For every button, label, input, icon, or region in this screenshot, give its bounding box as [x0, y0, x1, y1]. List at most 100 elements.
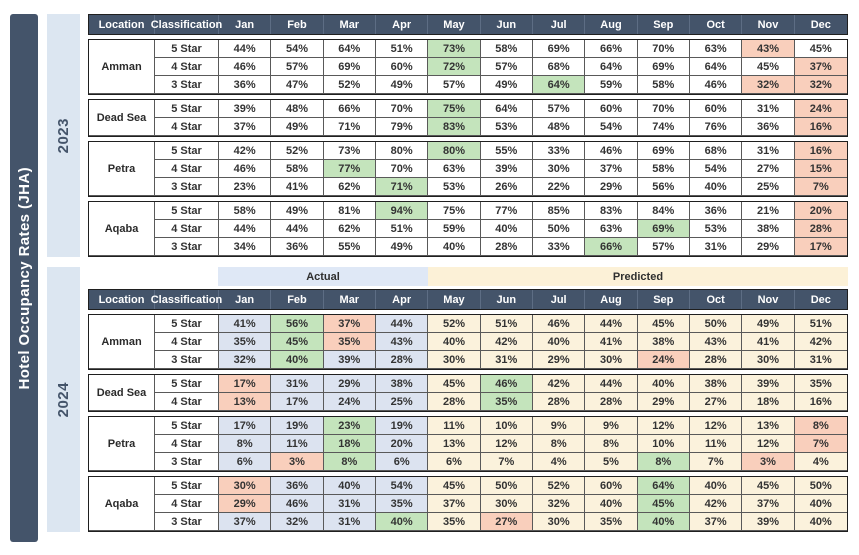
occupancy-cell: 62% — [323, 178, 376, 196]
occupancy-cell: 12% — [637, 417, 690, 435]
occupancy-cell: 50% — [689, 315, 743, 333]
classification-cell: 5 Star — [155, 375, 219, 393]
occupancy-cell: 79% — [375, 118, 429, 136]
occupancy-cell: 58% — [637, 160, 690, 178]
occupancy-cell: 33% — [532, 142, 586, 160]
occupancy-cell: 44% — [271, 220, 324, 238]
occupancy-cell: 55% — [323, 238, 376, 256]
occupancy-cell: 35% — [219, 333, 272, 351]
occupancy-cell: 31% — [480, 351, 533, 369]
section-2023: 2023 Location Classification Jan Feb Mar Apr M… — [47, 14, 848, 257]
occupancy-cell: 37% — [428, 495, 481, 513]
occupancy-cell: 37% — [742, 495, 795, 513]
occupancy-cell: 47% — [271, 76, 324, 94]
occupancy-cell: 39% — [219, 100, 272, 118]
occupancy-cell: 22% — [532, 178, 586, 196]
occupancy-cell: 11% — [689, 435, 743, 453]
occupancy-cell: 37% — [323, 315, 376, 333]
occupancy-cell: 49% — [271, 118, 324, 136]
occupancy-cell: 38% — [742, 220, 795, 238]
column-header-month: Dec — [810, 18, 831, 31]
occupancy-cell: 43% — [375, 333, 429, 351]
occupancy-cell: 41% — [742, 333, 795, 351]
occupancy-cell: 35% — [375, 495, 429, 513]
occupancy-cell: 44% — [219, 220, 272, 238]
occupancy-cell: 41% — [219, 315, 272, 333]
occupancy-cell: 52% — [323, 76, 376, 94]
occupancy-cell: 63% — [428, 160, 481, 178]
location-cell: Aqaba — [89, 202, 155, 256]
classification-cell: 3 Star — [155, 238, 219, 256]
column-header-month: Apr — [376, 290, 429, 309]
occupancy-cell: 52% — [532, 477, 586, 495]
occupancy-cell: 11% — [428, 417, 481, 435]
report-title: Hotel Occupancy Rates (JHA) — [15, 166, 33, 390]
occupancy-cell: 23% — [219, 178, 272, 196]
year-text: 2023 — [55, 117, 72, 154]
occupancy-cell: 42% — [219, 142, 272, 160]
column-header-classification: Classification — [151, 15, 222, 34]
occupancy-cell: 58% — [219, 202, 272, 220]
occupancy-cell: 46% — [480, 375, 533, 393]
classification-cell: 3 Star — [155, 76, 219, 94]
occupancy-cell: 72% — [428, 58, 481, 76]
occupancy-cell: 43% — [689, 333, 743, 351]
occupancy-cell: 81% — [323, 202, 376, 220]
occupancy-cell: 77% — [480, 202, 533, 220]
occupancy-cell: 56% — [271, 315, 324, 333]
column-header-location: Location — [89, 290, 155, 309]
classification-cell: 5 Star — [155, 142, 219, 160]
location-cell: Dead Sea — [89, 100, 155, 136]
occupancy-cell: 39% — [323, 351, 376, 369]
column-header-month: Jun — [481, 290, 533, 309]
occupancy-cell: 45% — [271, 333, 324, 351]
occupancy-cell: 64% — [323, 40, 376, 58]
occupancy-cell: 60% — [585, 477, 638, 495]
occupancy-cell: 69% — [637, 58, 690, 76]
occupancy-table-2024: Actual Predicted Location Classification Jan… — [88, 267, 848, 532]
occupancy-cell: 40% — [532, 333, 586, 351]
occupancy-cell: 38% — [375, 375, 429, 393]
occupancy-cell: 7% — [480, 453, 533, 471]
occupancy-cell: 8% — [585, 435, 638, 453]
occupancy-cell: 48% — [271, 100, 324, 118]
occupancy-cell: 66% — [585, 238, 638, 256]
occupancy-cell: 64% — [689, 58, 743, 76]
classification-cell: 3 Star — [155, 453, 219, 471]
column-header-month: Nov — [742, 15, 795, 34]
occupancy-cell: 36% — [219, 76, 272, 94]
occupancy-cell: 37% — [689, 513, 743, 531]
occupancy-cell: 31% — [742, 100, 795, 118]
column-header-month: Jan — [219, 290, 272, 309]
occupancy-cell: 45% — [428, 375, 481, 393]
classification-cell: 5 Star — [155, 100, 219, 118]
location-group: Dead Sea 5 Star 39% 48% 66% 70% 75% 64% 57% 60% 70… — [88, 99, 848, 137]
occupancy-cell: 63% — [585, 220, 638, 238]
occupancy-cell: 13% — [428, 435, 481, 453]
band-actual-label: Actual — [218, 267, 428, 286]
classification-cell: 4 Star — [155, 495, 219, 513]
occupancy-cell: 80% — [375, 142, 429, 160]
occupancy-cell: 32% — [742, 76, 795, 94]
occupancy-cell: 83% — [428, 118, 481, 136]
occupancy-cell: 40% — [480, 220, 533, 238]
occupancy-cell: 74% — [637, 118, 690, 136]
location-group: Aqaba 5 Star 58% 49% 81% 94% 75% 77% 85% 83% 84% 36… — [88, 201, 848, 257]
occupancy-cell: 50% — [794, 477, 847, 495]
column-header-month: Jul — [533, 15, 586, 34]
occupancy-cell: 83% — [585, 202, 638, 220]
occupancy-cell: 28% — [480, 238, 533, 256]
occupancy-cell: 59% — [585, 76, 638, 94]
occupancy-cell: 7% — [794, 435, 847, 453]
occupancy-cell: 40% — [585, 495, 638, 513]
occupancy-cell: 29% — [585, 178, 638, 196]
classification-cell: 5 Star — [155, 315, 219, 333]
occupancy-cell: 17% — [271, 393, 324, 411]
occupancy-cell: 58% — [480, 40, 533, 58]
occupancy-cell: 32% — [794, 76, 847, 94]
occupancy-cell: 45% — [742, 477, 795, 495]
classification-cell: 4 Star — [155, 160, 219, 178]
year-label-2023: 2023 — [47, 14, 80, 257]
occupancy-cell: 16% — [794, 118, 847, 136]
occupancy-cell: 54% — [585, 118, 638, 136]
